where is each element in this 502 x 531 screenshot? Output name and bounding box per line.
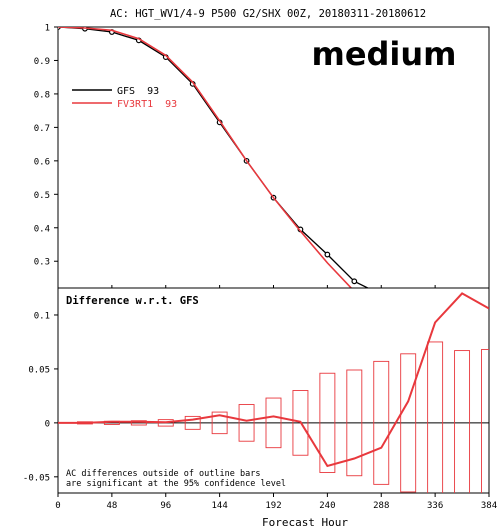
bottom-panel-frame xyxy=(57,287,490,494)
x-tick-label: 288 xyxy=(373,501,389,511)
x-tick-label: 0 xyxy=(55,501,60,511)
axes: 0.3 0.4 0.5 0.6 0.7 0.8 0.9 1 -0.05 0 0.05 0.1 0 48 96… xyxy=(23,24,497,512)
top-y-tick-label: 0.6 xyxy=(34,157,50,167)
legend-fv3-label: FV3RT1 93 xyxy=(117,99,177,110)
top-y-tick-label: 0.3 xyxy=(34,258,50,268)
legend: GFS 93 FV3RT1 93 xyxy=(72,86,177,110)
x-tick-label: 240 xyxy=(319,501,335,511)
significance-bar xyxy=(265,397,282,449)
significance-bar xyxy=(427,341,444,493)
significance-bar xyxy=(211,411,228,435)
top-panel-plot xyxy=(58,27,384,297)
top-y-tick-label: 0.8 xyxy=(34,90,50,100)
x-axis-label: Forecast Hour xyxy=(262,516,348,529)
annotation-line-1: AC differences outside of outline bars xyxy=(66,469,260,479)
x-tick-label: 96 xyxy=(160,501,171,511)
medium-badge: medium xyxy=(311,35,456,73)
significance-bar xyxy=(184,415,201,430)
bottom-panel-plot xyxy=(58,292,489,493)
annotation-line-2: are significant at the 95% confidence le… xyxy=(66,479,286,489)
bottom-panel-title: Difference w.r.t. GFS xyxy=(66,295,199,307)
bottom-y-tick-label: 0.1 xyxy=(34,311,50,321)
x-tick-label: 192 xyxy=(265,501,281,511)
x-tick-label: 144 xyxy=(211,501,227,511)
bottom-y-tick-label: 0 xyxy=(45,419,50,429)
significance-bar xyxy=(373,360,390,485)
significance-bar xyxy=(238,404,255,442)
x-tick-label: 336 xyxy=(427,501,443,511)
bottom-y-tick-label: -0.05 xyxy=(23,473,50,483)
series-line-fv3rt1 xyxy=(58,27,353,288)
top-y-tick-label: 0.7 xyxy=(34,124,50,134)
top-y-tick-label: 0.4 xyxy=(34,224,50,234)
significance-bar xyxy=(400,353,417,493)
top-y-tick-label: 1 xyxy=(45,24,50,34)
legend-gfs-label: GFS 93 xyxy=(117,86,159,97)
significance-bar xyxy=(292,390,309,456)
gfs-point xyxy=(324,251,331,258)
difference-line xyxy=(58,292,489,468)
x-tick-label: 48 xyxy=(106,501,117,511)
significance-bar xyxy=(346,369,363,477)
x-tick-label: 384 xyxy=(481,501,497,511)
bottom-series-group xyxy=(58,292,489,493)
chart-title: AC: HGT_WV1/4-9 P500 G2/SHX 00Z, 2018031… xyxy=(110,8,426,20)
top-series-group xyxy=(58,27,384,297)
significance-bar xyxy=(454,350,471,493)
significance-bar xyxy=(481,349,489,493)
significance-bar xyxy=(319,372,336,473)
bottom-y-tick-label: 0.05 xyxy=(28,365,50,375)
top-y-tick-label: 0.5 xyxy=(34,191,50,201)
gfs-point xyxy=(351,278,358,285)
top-y-tick-label: 0.9 xyxy=(34,57,50,67)
gfs-point xyxy=(379,292,384,297)
